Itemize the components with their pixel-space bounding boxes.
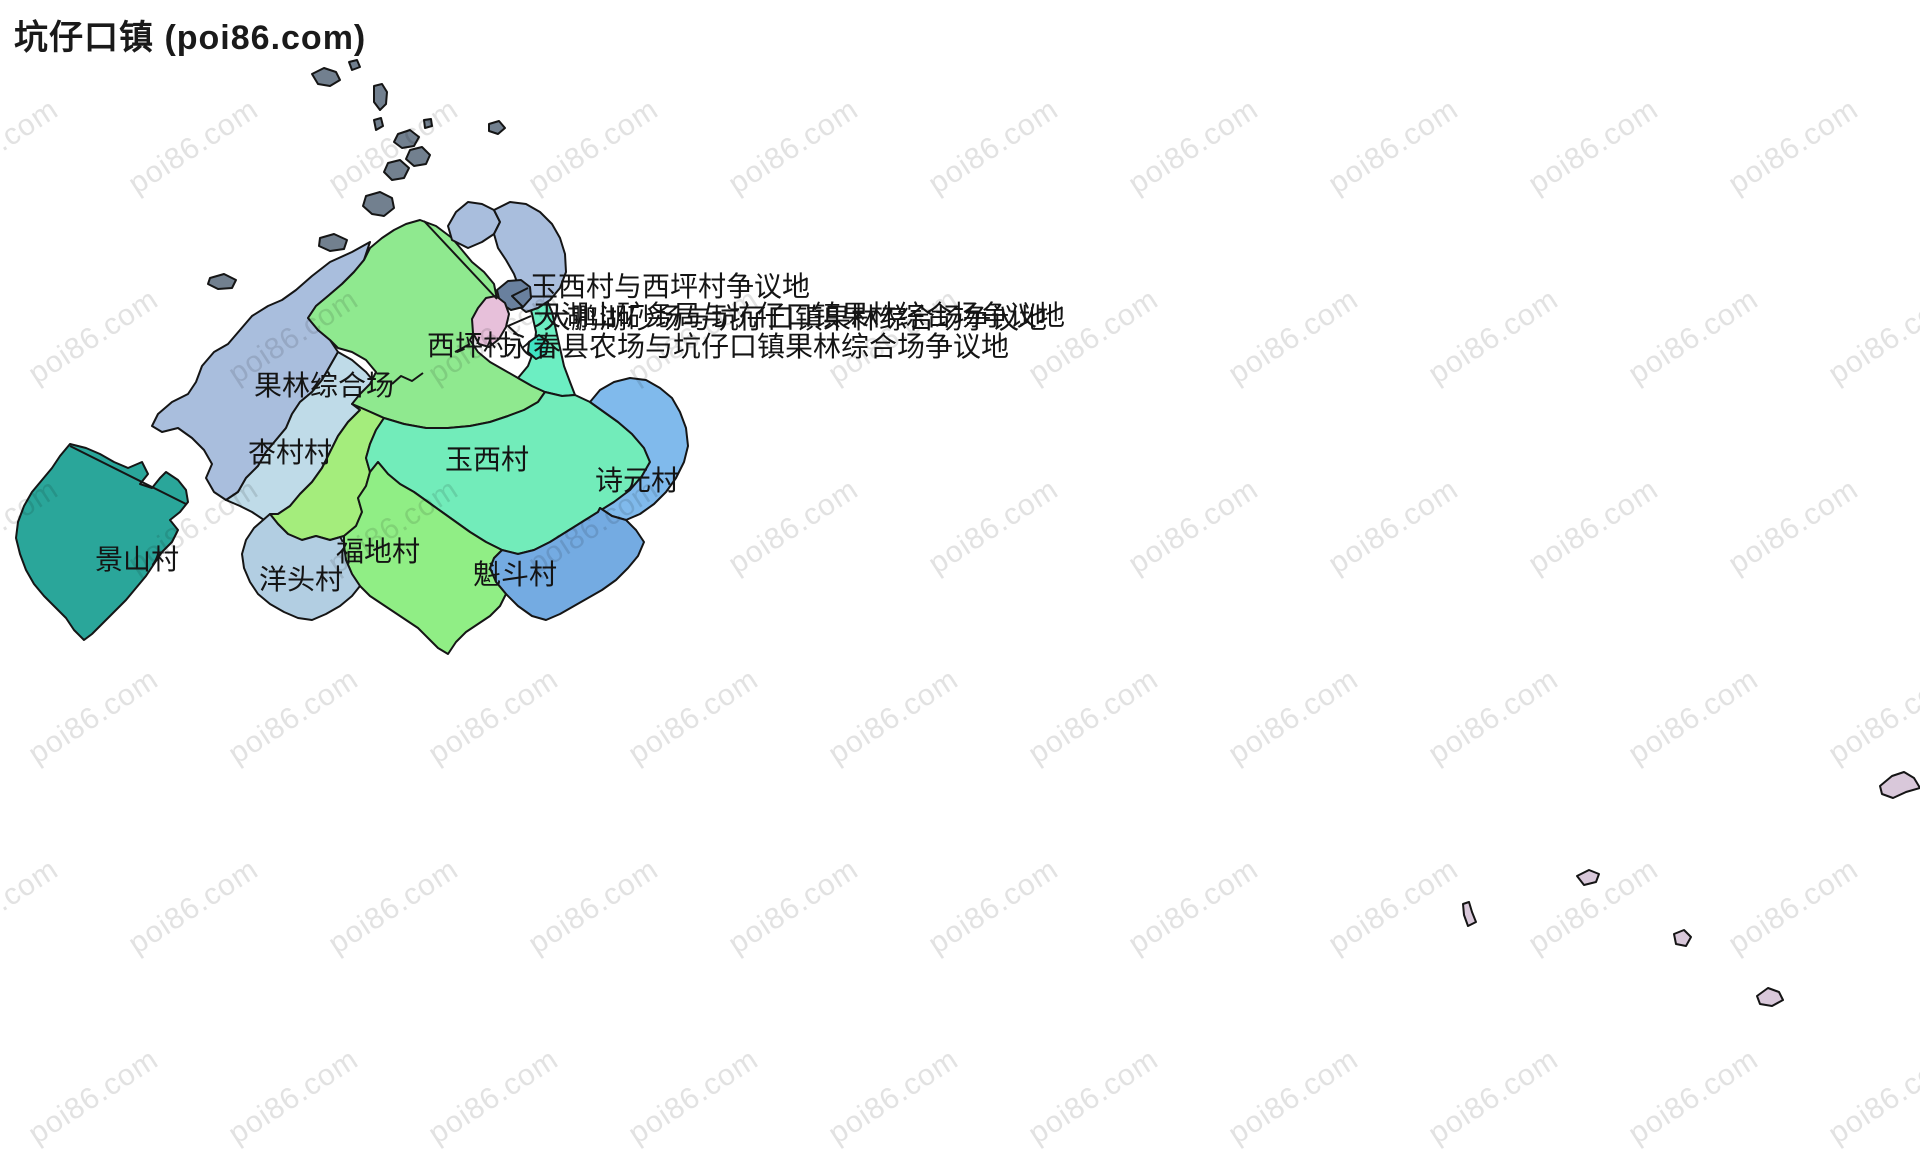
leader-lines [69, 220, 532, 505]
region-dispute-parcel-aqua [527, 334, 549, 360]
region-yangtou-village [241, 513, 361, 621]
north-islands [207, 59, 506, 290]
region-northeast-lobe-large [493, 201, 567, 313]
region-shiyuan-village [589, 377, 689, 521]
map-page: 坑仔口镇 (poi86.com) [0, 19, 1920, 1151]
region-northeast-lobe-small [447, 201, 501, 249]
township-boundary-map [15, 59, 1920, 1007]
region-jingshan-village [15, 443, 189, 641]
southeast-islets [1462, 771, 1920, 1007]
page-title: 坑仔口镇 (poi86.com) [14, 19, 367, 57]
region-kuidou-village [489, 507, 645, 621]
